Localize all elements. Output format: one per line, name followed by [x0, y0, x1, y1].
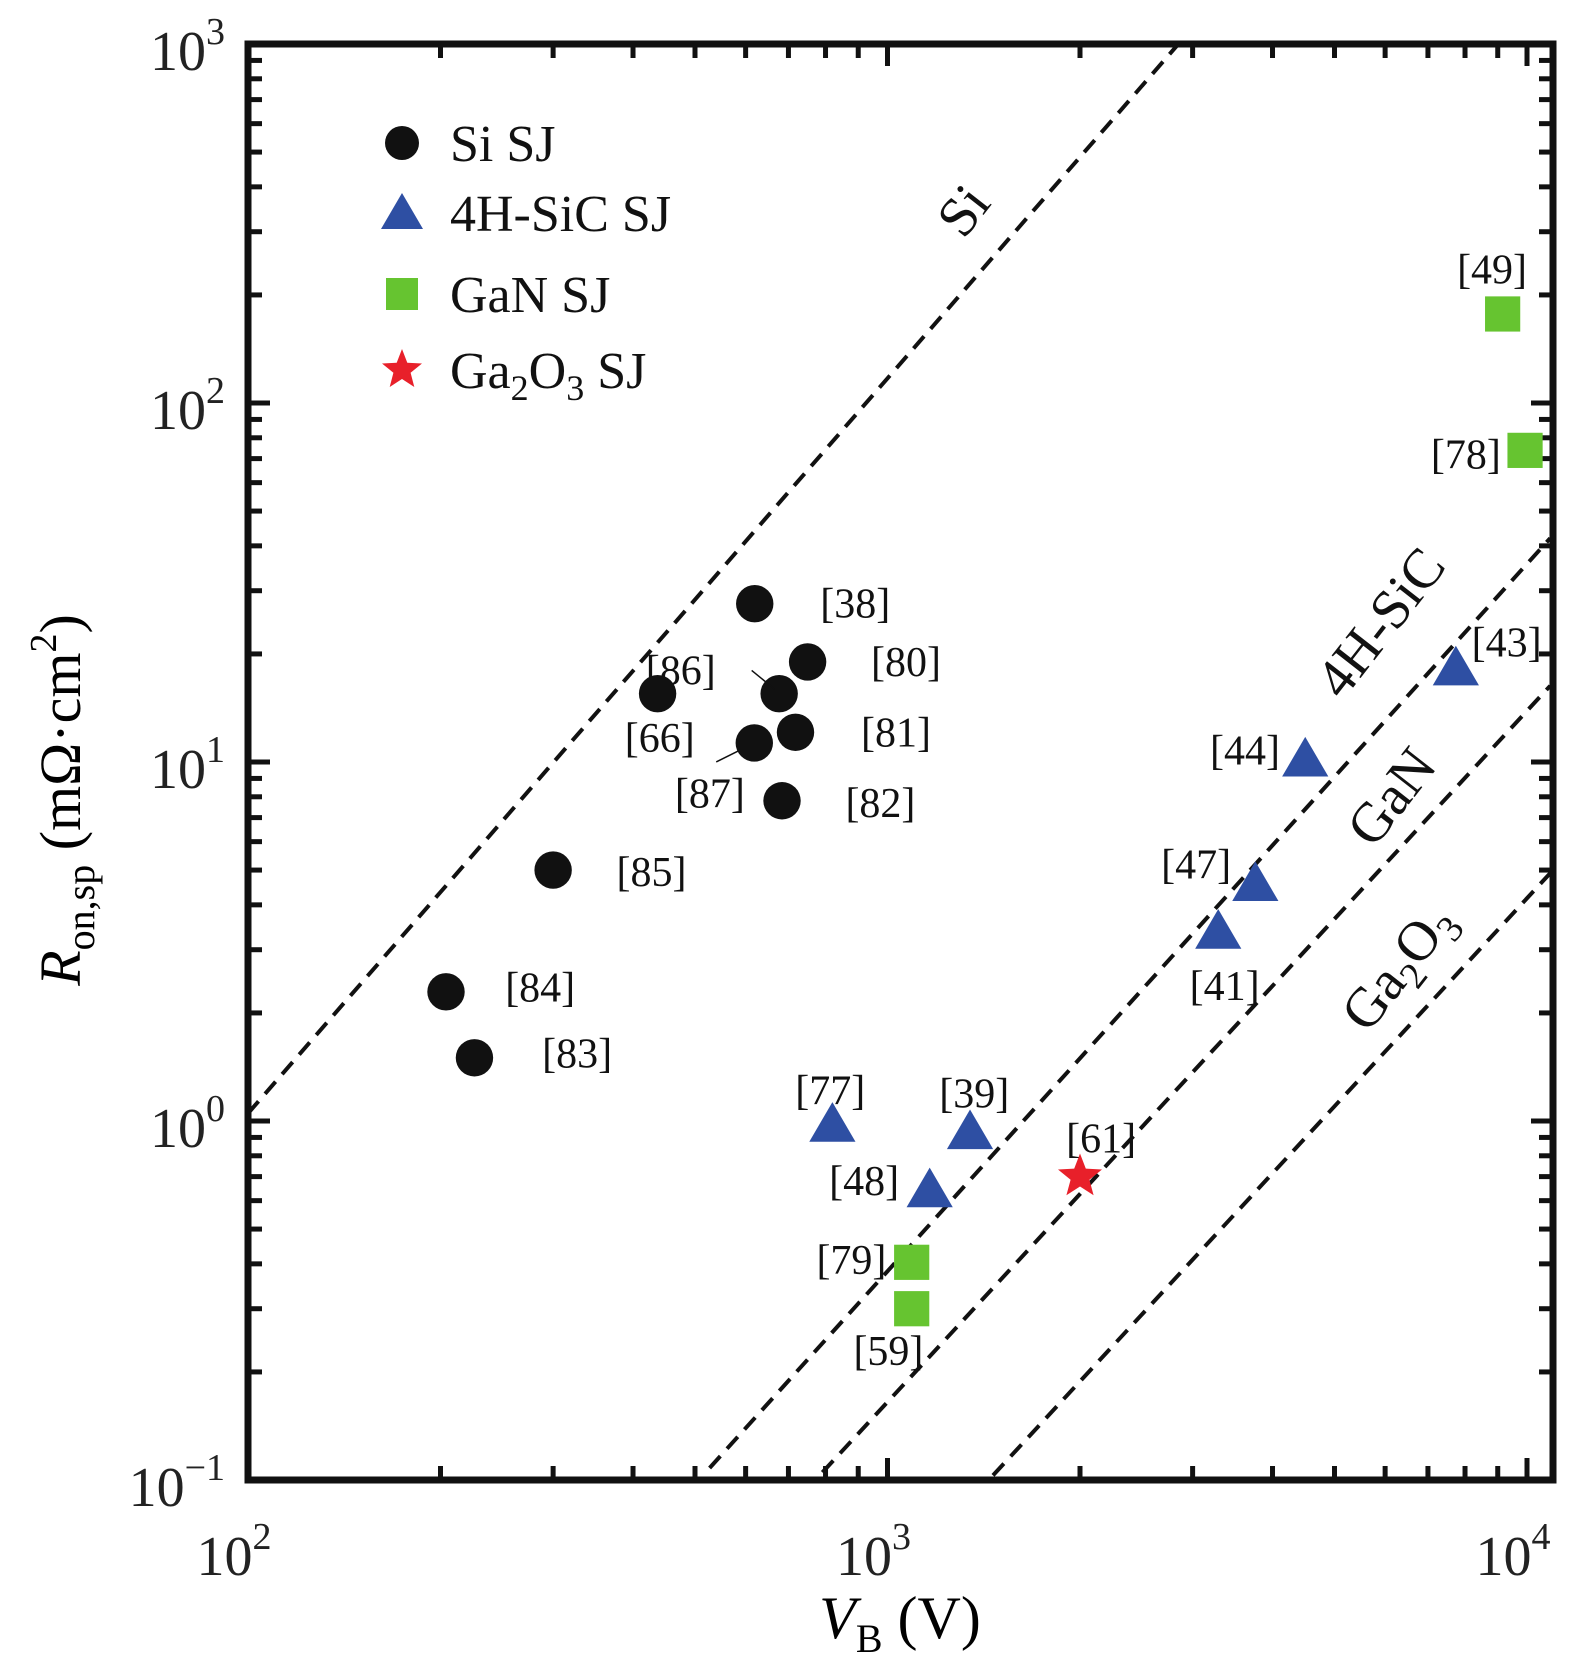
- legend-square-icon: [386, 278, 418, 310]
- x-tick-label: 103: [836, 1516, 911, 1588]
- point-label: [78]: [1431, 433, 1501, 479]
- legend-circle-icon: [385, 126, 419, 160]
- star-marker: [1058, 1153, 1102, 1196]
- limit-line-label: Si: [925, 173, 1003, 248]
- legend-entry: Si SJ: [450, 116, 556, 173]
- circle-marker: [534, 851, 572, 889]
- y-tick-label: 103: [150, 11, 225, 83]
- triangle-marker: [1282, 736, 1329, 777]
- y-axis-label: Ron,sp (mΩ·cm2): [23, 614, 103, 987]
- square-marker: [894, 1291, 930, 1327]
- square-marker: [894, 1244, 930, 1280]
- legend: Si SJ 4H-SiC SJ GaN SJ Ga2O3 SJ: [381, 116, 671, 408]
- legend-entry: GaN SJ: [450, 267, 610, 324]
- point-label: [80]: [871, 640, 941, 686]
- point-label: [87]: [675, 772, 745, 818]
- triangle-marker: [1432, 645, 1479, 686]
- limit-line-label: GaN: [1335, 736, 1449, 858]
- point-label: [39]: [939, 1071, 1009, 1117]
- y-tick-label: 10−1: [129, 1447, 225, 1519]
- circle-marker: [427, 973, 465, 1011]
- point-label: [49]: [1457, 248, 1527, 294]
- square-marker: [1485, 296, 1521, 332]
- tick-labels: 102 103 104 10−1 100 101 102 103: [129, 11, 1551, 1588]
- circle-marker: [735, 724, 773, 762]
- legend-triangle-icon: [381, 193, 423, 229]
- plot-frame: [244, 40, 1557, 1484]
- point-label: [81]: [861, 710, 931, 756]
- point-label: [77]: [795, 1068, 865, 1114]
- point-label: [48]: [829, 1159, 899, 1205]
- circle-marker: [736, 585, 774, 623]
- x-tick-label: 102: [197, 1516, 272, 1588]
- point-label: [41]: [1190, 964, 1260, 1010]
- point-label: [84]: [505, 966, 575, 1012]
- legend-star-icon: [382, 349, 422, 387]
- leader-line: [715, 748, 742, 763]
- limit-line-si: [246, 42, 1180, 1115]
- circle-marker: [788, 643, 827, 681]
- point-label: [38]: [820, 582, 890, 628]
- point-label: [85]: [617, 850, 687, 896]
- y-tick-label: 102: [150, 370, 225, 442]
- point-label: [47]: [1161, 842, 1231, 888]
- y-tick-label: 100: [150, 1088, 225, 1160]
- leader-line: [751, 669, 776, 691]
- triangle-marker: [906, 1167, 953, 1208]
- y-tick-label: 101: [150, 729, 225, 801]
- legend-entry: 4H-SiC SJ: [450, 186, 671, 243]
- limit-line-4h-sic: [708, 536, 1552, 1470]
- circle-marker: [776, 713, 815, 751]
- point-label: [66]: [625, 716, 695, 762]
- circle-marker: [638, 674, 677, 713]
- square-marker: [1507, 432, 1543, 468]
- triangle-marker: [809, 1102, 856, 1142]
- triangle-marker: [946, 1109, 994, 1150]
- x-axis-label: VB (V): [819, 1585, 981, 1656]
- triangle-marker: [1232, 861, 1279, 902]
- limit-line-label: Ga2O3: [1329, 891, 1473, 1047]
- point-label: [83]: [542, 1032, 612, 1078]
- point-label: [82]: [845, 781, 915, 827]
- point-label: [43]: [1472, 620, 1542, 666]
- x-tick-label: 104: [1476, 1516, 1551, 1588]
- circle-marker: [455, 1039, 494, 1077]
- point-label: [61]: [1066, 1117, 1136, 1163]
- point-label: [59]: [853, 1329, 923, 1375]
- circle-marker: [763, 782, 801, 820]
- data-points: [38][80][86][66] [81][87] [82][85][84][83]…: [427, 248, 1543, 1375]
- legend-entry: Ga2O3 SJ: [450, 343, 646, 408]
- point-label: [44]: [1210, 728, 1280, 774]
- point-label: [79]: [816, 1238, 886, 1284]
- limit-line-ga2o3: [991, 871, 1552, 1477]
- triangle-marker: [1195, 909, 1242, 949]
- circle-marker: [760, 674, 798, 713]
- limit-line-gan: [820, 684, 1552, 1474]
